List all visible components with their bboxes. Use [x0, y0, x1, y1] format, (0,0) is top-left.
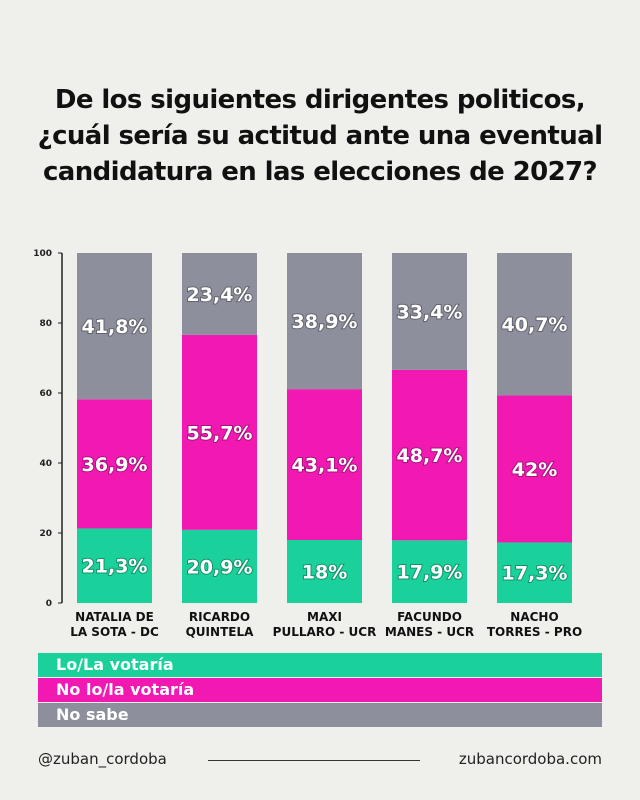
bar-segment — [77, 253, 152, 400]
bar-value-label: 23,4% — [187, 284, 253, 306]
bar-value-label: 38,9% — [292, 311, 358, 333]
y-tick-label: 0 — [46, 599, 52, 609]
bar-segment — [392, 369, 467, 541]
category-label: FACUNDO — [397, 610, 462, 624]
chart-title: De los siguientes dirigentes politicos, … — [0, 82, 640, 190]
legend-item-votaria: Lo/La votaría — [38, 653, 602, 677]
category-label: MAXI — [307, 610, 342, 624]
category-label: QUINTELA — [186, 625, 254, 639]
category-label: RICARDO — [189, 610, 250, 624]
bar-segment — [392, 253, 467, 370]
bar-value-label: 20,9% — [187, 556, 253, 578]
legend-label: No lo/la votaría — [56, 680, 195, 699]
y-tick-label: 80 — [39, 319, 52, 329]
y-tick-label: 60 — [39, 389, 52, 399]
category-label: TORRES - PRO — [487, 625, 582, 639]
bar-segment — [497, 395, 572, 543]
title-line: De los siguientes dirigentes politicos, — [54, 85, 586, 115]
bar-segment — [287, 389, 362, 540]
bar-value-label: 21,3% — [82, 556, 148, 578]
bar-segment — [287, 540, 362, 603]
bar-value-label: 55,7% — [187, 422, 253, 444]
bar-segment — [182, 334, 257, 530]
bar-value-label: 42% — [512, 459, 557, 481]
title-line: ¿cuál sería su actitud ante una eventual — [37, 121, 603, 151]
title-line: candidatura en las elecciones de 2027? — [42, 157, 598, 187]
bar-segment — [497, 253, 572, 396]
category-label: MANES - UCR — [385, 625, 474, 639]
bar-segment — [77, 528, 152, 603]
legend-label: Lo/La votaría — [56, 655, 174, 674]
bar-value-label: 18% — [302, 562, 347, 584]
legend-item-no-sabe: No sabe — [38, 703, 602, 727]
legend-label: No sabe — [56, 705, 129, 724]
stacked-bar-chart: 0 20 40 60 80 100 21,3% 36,9% 41,8% NATALIA DELA … — [33, 249, 582, 639]
category-label: LA SOTA - DC — [70, 625, 159, 639]
footer-handle: @zuban_cordoba — [38, 750, 167, 768]
bar-value-label: 40,7% — [502, 314, 568, 336]
category-label: PULLARO - UCR — [273, 625, 377, 639]
footer-divider — [208, 760, 420, 761]
bar-segment — [287, 253, 362, 390]
y-tick-label: 40 — [39, 459, 52, 469]
y-tick-label: 100 — [33, 249, 52, 259]
category-label: NATALIA DE — [75, 610, 154, 624]
footer-website: zubancordoba.com — [458, 750, 602, 768]
bar-value-label: 41,8% — [82, 316, 148, 338]
legend-item-no-votaria: No lo/la votaría — [38, 678, 602, 702]
bar-value-label: 43,1% — [292, 455, 358, 477]
bar-segment — [182, 529, 257, 603]
bar-segment — [392, 540, 467, 603]
bar-segment — [497, 542, 572, 603]
category-label: NACHO — [510, 610, 558, 624]
y-tick-label: 20 — [39, 529, 52, 539]
bar-value-label: 17,9% — [397, 562, 463, 584]
bar-value-label: 33,4% — [397, 301, 463, 323]
bar-value-label: 48,7% — [397, 445, 463, 467]
bar-segment — [182, 253, 257, 335]
bar-segment — [77, 399, 152, 529]
bar-value-label: 36,9% — [82, 454, 148, 476]
bar-value-label: 17,3% — [502, 563, 568, 585]
